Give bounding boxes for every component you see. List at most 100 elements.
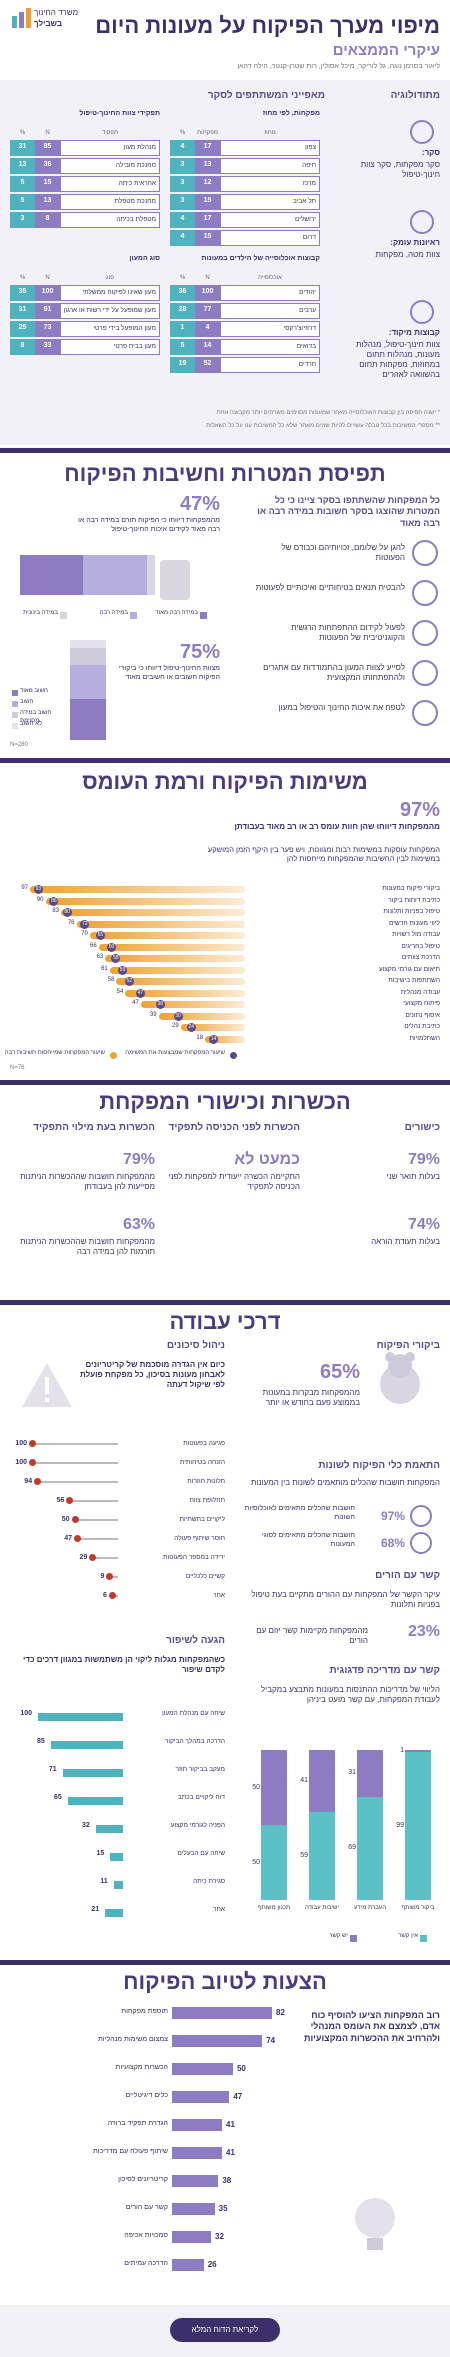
bar-segment — [20, 555, 84, 595]
value-label: 1 — [400, 1746, 404, 1754]
column-header: % — [179, 275, 186, 281]
cell: 52 — [195, 357, 220, 373]
cell: 17 — [195, 140, 220, 156]
value-label: 97 — [21, 885, 28, 891]
text: הדרכה עמיתים — [124, 2260, 168, 2267]
bar-segment — [357, 1750, 383, 1797]
bar — [62, 1769, 123, 1777]
value-label: 47 — [233, 2092, 243, 2101]
text: איסוף נתונים — [405, 1011, 440, 1019]
column-header: תפקיד — [101, 130, 119, 136]
text: קשיים כלכליים — [185, 1573, 225, 1580]
cell: 5 — [10, 194, 35, 210]
legend-label: חשוב מאוד — [20, 688, 48, 694]
text: מצוות החינוך-טיפול דיווחו כי ביקורי הפיק… — [118, 665, 220, 681]
text: שיחה עם הבעלים — [177, 1850, 225, 1857]
cell: 3 — [170, 158, 195, 174]
bar — [50, 1741, 123, 1749]
legend-swatch — [130, 612, 137, 619]
cell: 4 — [195, 321, 220, 337]
bar — [76, 920, 245, 928]
text: כתיבת נהלים — [404, 1023, 440, 1030]
bar — [172, 2007, 272, 2019]
cell: 15 — [195, 230, 220, 246]
text: פגיעה בפעוטות — [183, 1440, 225, 1447]
text: מהמפקחות חושבות שההכשרות הניתנות תורמות … — [20, 1237, 155, 1256]
box-title: מאפייני המשתתפים לסקר — [207, 90, 325, 101]
text: טיפול בחריגים — [401, 942, 440, 950]
legend-swatch — [200, 612, 207, 619]
section-title: משימות הפיקוח ורמת העומס — [82, 769, 368, 794]
dot: 38 — [155, 1000, 165, 1009]
stat: 79% — [407, 1151, 440, 1168]
bar — [172, 2259, 204, 2271]
value-label: 54 — [116, 988, 124, 995]
bar — [105, 955, 245, 962]
legend-swatch — [420, 1935, 427, 1942]
text: תיאום עם גורמי מקצוע — [378, 965, 440, 973]
text: פיתוח מקצועי — [403, 1000, 440, 1007]
value-label: 100 — [20, 1710, 32, 1717]
cell: 13 — [10, 158, 35, 174]
bar — [33, 1462, 118, 1464]
row-label: חרדים — [220, 357, 320, 373]
cell: 31 — [10, 303, 35, 319]
dot — [66, 1497, 74, 1504]
cell: 91 — [35, 303, 60, 319]
dot: 58 — [111, 954, 121, 963]
text: ** מספרי המשיבות בכל טבלה עשויים להיות ש… — [205, 423, 440, 429]
stat: 23% — [407, 1623, 440, 1640]
text: מהמפקחות דיווחו שהן חוות עומס רב או רב מ… — [234, 822, 440, 831]
ring — [410, 1532, 432, 1554]
text: הליווי של מדריכות ההתנסות במעונות מתבצע … — [260, 1685, 440, 1704]
row-label: דרום — [220, 230, 320, 246]
bar-segment — [261, 1825, 287, 1900]
text: לפעול לקידום ההתפתחות הרגשית והקוגניטיבי… — [291, 623, 405, 642]
value-label: 6 — [102, 1592, 107, 1599]
cell: 77 — [195, 303, 220, 319]
text: סקר: — [421, 148, 440, 157]
value-label: 26 — [207, 2260, 217, 2269]
text: לסייע לצוות המעון בהתמודדות עם אתגרים ול… — [263, 663, 405, 682]
value-label: 69 — [348, 1844, 356, 1852]
text: ליווי מעונות חדשים — [389, 919, 440, 927]
stat: 65% — [319, 1361, 360, 1383]
divider — [0, 758, 450, 763]
value-label: 90 — [36, 896, 44, 903]
text: הגדרת תפקיד ברורה — [107, 2120, 168, 2127]
value-label: 50 — [252, 1783, 260, 1791]
text: המפקחות חושבות שהכלים מותאמים לשונות בין… — [250, 1478, 440, 1487]
box-title: הכשרות בעת מילוי התפקיד — [33, 1122, 155, 1133]
icon — [412, 660, 438, 686]
row-label: מרכז — [220, 176, 320, 192]
dot: 30 — [173, 1011, 183, 1021]
cell: 3 — [10, 212, 35, 228]
bar — [172, 2035, 263, 2047]
bar — [172, 2091, 230, 2103]
text: להגן על שלומם, זכויותיהם וכבודם של הפעוט… — [281, 543, 405, 562]
dot: 93 — [33, 885, 43, 894]
legend-swatch — [12, 723, 18, 729]
value-label: 47 — [132, 1000, 139, 1006]
bar-segment — [83, 555, 147, 595]
cell: 4 — [170, 212, 195, 228]
stat: 68% — [380, 1536, 405, 1550]
stat: 63% — [122, 1216, 155, 1233]
cell: 5 — [10, 176, 35, 192]
value-label: 50 — [252, 1858, 260, 1866]
bar — [125, 989, 245, 997]
row-label: מנהלת מעון — [60, 140, 160, 156]
stat: 75% — [179, 641, 220, 663]
bar — [180, 1024, 245, 1031]
button[interactable]: לקריאת הדוח המלא — [170, 2318, 280, 2342]
row-label: תל אביב — [220, 194, 320, 210]
bar — [172, 2147, 222, 2159]
value-label: 35 — [218, 2204, 228, 2213]
text: תחלופת צוות — [189, 1497, 225, 1504]
legend-swatch — [110, 1052, 117, 1059]
bar-segment — [357, 1796, 383, 1900]
text: חושבות שהכלים מתאימים לאוכלוסיות השונות — [244, 1505, 355, 1521]
dot: 52 — [124, 977, 134, 986]
authors: ליאור בסרמן נוגה, גל לוריקר, מיכל אסולין… — [237, 63, 440, 70]
icon — [412, 580, 438, 606]
